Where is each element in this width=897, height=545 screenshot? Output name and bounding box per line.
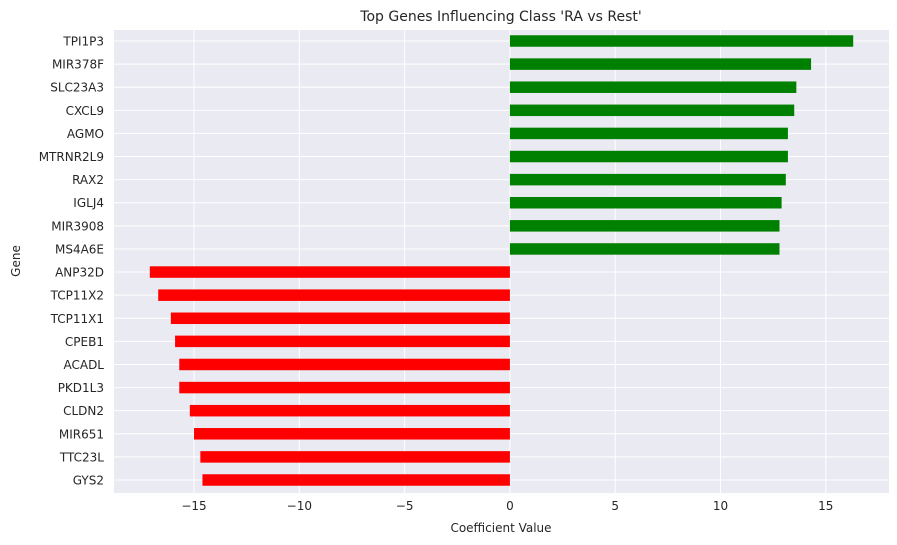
x-tick-label: 10 <box>713 499 728 513</box>
x-tick-label: −5 <box>396 499 414 513</box>
y-tick-label: GYS2 <box>73 474 104 488</box>
x-tick-labels: −15 −10 −5 0 5 10 15 <box>181 499 833 513</box>
bar-agmo <box>509 127 788 140</box>
bar-pkd1l3 <box>179 381 510 394</box>
x-tick-label: −10 <box>287 499 312 513</box>
y-tick-label: TPI1P3 <box>62 35 104 49</box>
y-tick-label: CPEB1 <box>65 335 104 349</box>
bar-tpi1p3 <box>509 35 854 47</box>
bar-mir378f <box>509 58 812 70</box>
bar-mtrnr2l9 <box>509 150 788 163</box>
y-tick-label: IGLJ4 <box>73 196 104 210</box>
bar-ms4a6e <box>509 243 780 255</box>
x-tick-label: 15 <box>818 499 833 513</box>
y-tick-label: MIR378F <box>52 58 104 72</box>
bar-tcp11x2 <box>158 289 510 301</box>
y-tick-label: MS4A6E <box>55 242 104 256</box>
y-tick-label: PKD1L3 <box>58 381 104 395</box>
y-tick-label: CLDN2 <box>63 404 104 418</box>
bar-tcp11x1 <box>170 312 510 325</box>
bar-gys2 <box>202 474 510 486</box>
y-tick-label: TCP11X1 <box>50 312 104 326</box>
x-tick-label: −15 <box>181 499 206 513</box>
y-tick-label: RAX2 <box>72 173 104 187</box>
y-tick-labels: TPI1P3 MIR378F SLC23A3 CXCL9 AGMO MTRNR2L9 RAX… <box>39 35 105 488</box>
y-tick-label: TTC23L <box>59 450 104 464</box>
bar-mir651 <box>194 428 510 440</box>
bar-anp32d <box>149 266 510 278</box>
plot-background <box>114 30 889 493</box>
bar-ttc23l <box>200 451 510 463</box>
bar-cpeb1 <box>175 335 510 348</box>
y-tick-label: ANP32D <box>55 266 104 280</box>
bar-rax2 <box>509 173 786 186</box>
y-tick-label: MIR651 <box>59 427 104 441</box>
bar-iglj4 <box>509 196 782 209</box>
y-tick-label: TCP11X2 <box>50 289 104 303</box>
y-tick-label: MTRNR2L9 <box>39 150 104 164</box>
y-tick-label: CXCL9 <box>66 104 104 118</box>
bar-mir3908 <box>509 220 780 232</box>
y-axis-label: Gene <box>9 245 23 277</box>
x-axis-label: Coefficient Value <box>450 521 551 535</box>
chart-title: Top Genes Influencing Class 'RA vs Rest' <box>359 9 641 25</box>
y-tick-label: AGMO <box>67 127 104 141</box>
y-tick-label: MIR3908 <box>51 219 104 233</box>
bars <box>149 35 854 486</box>
y-tick-label: SLC23A3 <box>50 81 104 95</box>
bar-slc23a3 <box>509 81 797 93</box>
x-tick-label: 0 <box>506 499 514 513</box>
bar-cxcl9 <box>509 104 795 117</box>
x-tick-label: 5 <box>611 499 619 513</box>
y-tick-label: ACADL <box>63 358 104 372</box>
bar-cldn2 <box>189 404 510 417</box>
bar-acadl <box>179 358 510 371</box>
